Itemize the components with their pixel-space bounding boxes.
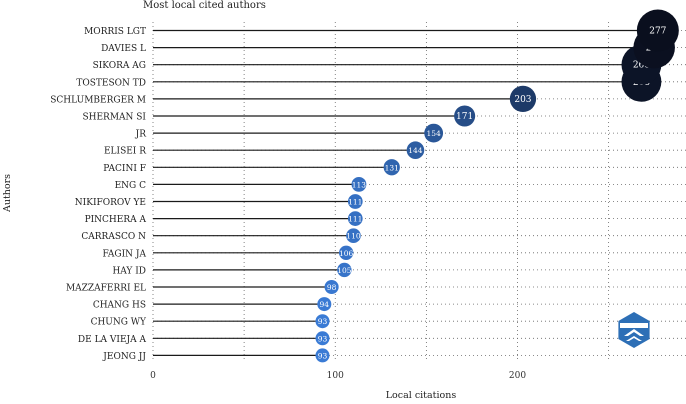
data-label: 111 — [348, 215, 362, 224]
lollipop-dot — [315, 348, 330, 363]
logo-banner — [620, 323, 648, 328]
data-label: 203 — [514, 95, 531, 105]
y-axis-label: Authors — [2, 174, 13, 213]
y-tick-label: FAGIN JA — [102, 249, 146, 259]
lollipop-dot — [338, 245, 354, 261]
data-label: 93 — [318, 317, 328, 326]
x-tick-label: 100 — [327, 371, 344, 381]
y-tick-label: CARRASCO N — [81, 232, 146, 242]
y-tick-label: NIKIFOROV YE — [75, 198, 146, 208]
lollipop-dot — [454, 105, 476, 127]
data-label: 113 — [352, 180, 367, 189]
y-tick-label: CHUNG WY — [91, 318, 147, 328]
data-label: 106 — [339, 249, 354, 258]
data-label: 144 — [408, 146, 423, 155]
data-label: 111 — [348, 198, 362, 207]
y-tick-label: HAY ID — [112, 266, 146, 276]
lollipop-dot — [636, 9, 679, 52]
data-label: 93 — [318, 334, 328, 343]
y-tick-label: PINCHERA A — [85, 215, 147, 225]
y-tick-label: MAZZAFERRI EL — [66, 284, 146, 294]
y-tick-label: ENG C — [115, 181, 146, 191]
lollipop-dot — [351, 176, 367, 192]
lollipop-dot — [315, 314, 330, 329]
lollipop-dot — [383, 159, 400, 176]
logo-chevron — [624, 329, 644, 336]
grid-lines — [152, 22, 686, 362]
lollipop-dot — [317, 297, 332, 312]
y-tick-label: SIKORA AG — [93, 61, 146, 71]
y-tick-label: SHERMAN SI — [82, 113, 146, 123]
data-label: 154 — [427, 129, 442, 138]
data-label: 268 — [633, 61, 650, 71]
y-tick-label: DE LA VIEJA A — [78, 335, 147, 345]
chart-title: Most local cited authors — [143, 0, 266, 11]
bibliometrix-logo-icon — [618, 312, 650, 348]
y-tick-label: PACINI F — [103, 164, 146, 174]
x-tick-label: 200 — [509, 371, 526, 381]
y-tick-label: JR — [135, 130, 147, 140]
lollipop-dot — [315, 331, 330, 346]
y-tick-label: DAVIES L — [101, 44, 146, 54]
y-tick-label: SCHLUMBERGER M — [50, 95, 146, 105]
data-label: 110 — [346, 232, 361, 241]
y-tick-label: ELISEI R — [104, 147, 146, 157]
y-tick-label: CHANG HS — [93, 301, 146, 311]
data-label: 105 — [337, 266, 352, 275]
lollipop-dot — [347, 211, 363, 226]
lollipop-dot — [346, 228, 361, 244]
data-label: 98 — [327, 283, 337, 292]
lollipop-dot — [424, 123, 444, 143]
y-tick-label: JEONG JJ — [102, 352, 146, 362]
data-label: 94 — [320, 300, 330, 309]
y-tick-label: MORRIS LGT — [84, 27, 146, 37]
y-tick-label: TOSTESON TD — [76, 78, 146, 88]
x-axis-label: Local citations — [386, 390, 457, 400]
data-label: 131 — [385, 163, 399, 172]
lollipop-dot — [337, 262, 352, 278]
x-tick-label: 0 — [150, 371, 156, 381]
data-label: 277 — [649, 27, 666, 37]
data-label: 93 — [318, 351, 328, 360]
lollipop-dot — [347, 194, 363, 209]
logo-chevron-2 — [626, 336, 642, 341]
data-label: 171 — [456, 112, 473, 122]
lollipop-dot — [406, 141, 425, 159]
lollipop-dot — [324, 279, 339, 295]
lollipop-dot — [509, 85, 537, 113]
